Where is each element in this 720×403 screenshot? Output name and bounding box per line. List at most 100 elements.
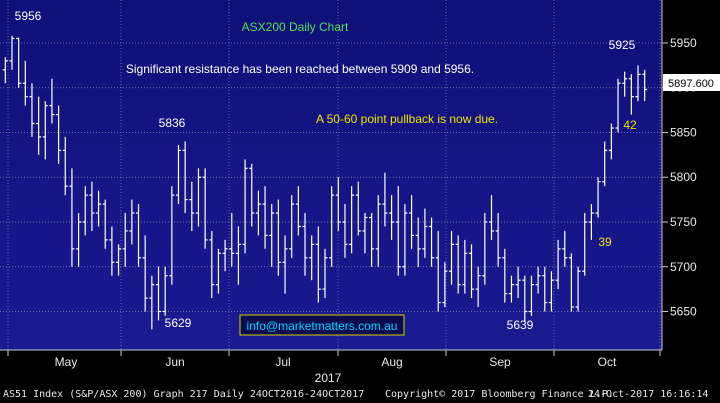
ohlc-bar [542, 266, 548, 312]
month-label: Aug [381, 355, 402, 369]
ohlc-bar [175, 145, 181, 205]
ohlc-bar [322, 248, 328, 299]
ohlc-bar [429, 217, 435, 267]
y-tick-label: 5750 [670, 215, 697, 229]
ohlc-bar [295, 186, 301, 236]
ohlc-bar [415, 217, 421, 267]
footer-timestamp: 24-Oct-2017 16:16:14 [588, 389, 709, 400]
ohlc-bar [195, 168, 201, 227]
ohlc-bar [369, 213, 375, 267]
ohlc-bar [102, 199, 108, 249]
ohlc-bar [575, 266, 581, 312]
ohlc-bar [76, 213, 82, 267]
ohlc-bar [628, 74, 634, 115]
ohlc-bar [142, 235, 148, 312]
ohlc-bar [189, 181, 195, 231]
ohlc-bar [588, 204, 594, 240]
ohlc-bar [375, 195, 381, 267]
ohlc-bar [342, 204, 348, 258]
footer-bar: AS51 Index (S&P/ASX 200) Graph 217 Daily… [0, 386, 720, 403]
ohlc-bar [362, 213, 368, 254]
ohlc-bar [162, 266, 168, 316]
ann-5639: 5639 [507, 318, 534, 332]
ohlc-bar [608, 123, 614, 160]
ohlc-bar [422, 208, 428, 258]
ohlc-bar [149, 275, 155, 330]
chart-title: ASX200 Daily Chart [242, 20, 349, 34]
ohlc-bar [255, 190, 261, 236]
ohlc-bar [582, 213, 588, 276]
ann-5956: 5956 [15, 9, 42, 23]
ann-resistance: Significant resistance has been reached … [126, 62, 474, 76]
ohlc-bar [56, 105, 62, 164]
last-price-tag [663, 74, 720, 91]
ohlc-bar [42, 101, 48, 160]
ohlc-bar [535, 266, 541, 294]
ohlc-bar [62, 136, 68, 196]
ohlc-bar [442, 262, 448, 308]
x-axis-ticks: May Jun Jul Aug Sep Oct [7, 350, 661, 369]
month-label: Jun [165, 355, 184, 369]
website-box [239, 314, 405, 336]
ohlc-bar [242, 159, 248, 254]
ohlc-bar [29, 83, 35, 137]
ohlc-bar [389, 195, 395, 240]
ohlc-bar [275, 199, 281, 276]
footer-copyright: Copyright© 2017 Bloomberg Finance L.P. [385, 389, 614, 400]
ohlc-bar [562, 230, 568, 267]
ohlc-bar [522, 275, 528, 322]
price-bars [2, 35, 648, 330]
ohlc-bar [355, 181, 361, 236]
ohlc-bar [382, 172, 388, 227]
website-link[interactable]: info@marketmatters.com.au [247, 319, 398, 333]
ann-pullback: A 50-60 point pullback is now due. [316, 112, 498, 126]
ohlc-bar [435, 230, 441, 312]
ohlc-bar [309, 235, 315, 281]
ohlc-bar [215, 248, 221, 294]
ohlc-bar [129, 199, 135, 245]
ohlc-bar [69, 168, 75, 267]
footer-index: AS51 Index (S&P/ASX 200) Graph 217 Daily… [3, 389, 365, 400]
ohlc-bar [122, 213, 128, 267]
ohlc-bar [329, 186, 335, 267]
ohlc-bar [269, 204, 275, 267]
ohlc-bar [282, 235, 288, 294]
ohlc-bar [349, 186, 355, 254]
last-price-pointer [663, 74, 668, 91]
ohlc-bar [82, 186, 88, 236]
ohlc-bar [568, 253, 574, 312]
ohlc-bar [2, 57, 8, 84]
ohlc-bar [289, 195, 295, 258]
y-tick-label: 5800 [670, 170, 697, 184]
ohlc-bar [96, 190, 102, 227]
ohlc-bar [548, 271, 554, 312]
last-price-label: 5897.600 [668, 78, 714, 90]
ann-5925: 5925 [609, 38, 636, 52]
ohlc-bar [156, 266, 162, 321]
ohlc-bar [449, 230, 455, 285]
ohlc-bar [36, 96, 42, 155]
ohlc-bar [136, 204, 142, 267]
ohlc-bar [615, 78, 621, 133]
ohlc-bar [455, 235, 461, 294]
ohlc-bar [409, 195, 415, 249]
ohlc-bar [222, 239, 228, 272]
ohlc-bar [488, 195, 494, 240]
ohlc-bar [462, 239, 468, 294]
ohlc-bar [202, 168, 208, 249]
ohlc-bar [22, 60, 28, 106]
ohlc-bar [635, 65, 641, 102]
ohlc-bar [642, 69, 648, 102]
ohlc-bar [169, 186, 175, 285]
y-tick-label: 5650 [670, 305, 697, 319]
month-label: May [55, 355, 78, 369]
ohlc-bar [395, 186, 401, 276]
ohlc-bar [229, 213, 235, 267]
ann-5836: 5836 [159, 116, 186, 130]
month-label: Jul [275, 355, 290, 369]
ann-42: 42 [623, 118, 637, 132]
ann-39: 39 [598, 235, 612, 249]
y-tick-label: 5950 [670, 36, 697, 50]
ohlc-bar [622, 71, 628, 97]
